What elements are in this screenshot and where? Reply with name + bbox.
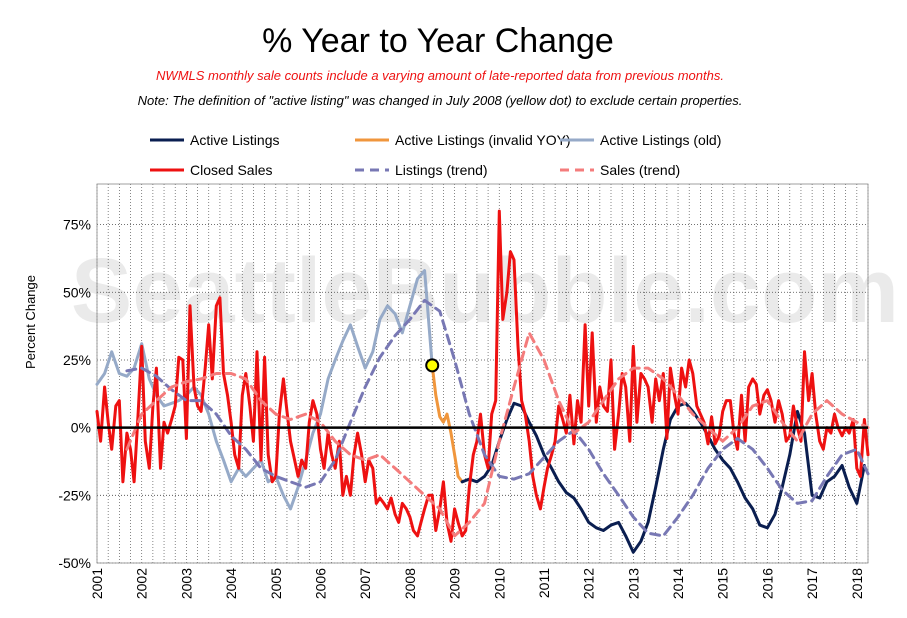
legend-label: Active Listings (invalid YOY) <box>395 132 571 148</box>
x-tick-label: 2006 <box>312 568 328 599</box>
x-tick-label: 2015 <box>715 568 731 599</box>
marker-point-july-2008 <box>425 358 440 373</box>
x-tick-label: 2011 <box>536 568 552 598</box>
x-tick-label: 2007 <box>357 568 373 599</box>
x-tick-label: 2003 <box>178 568 194 599</box>
x-tick-label: 2016 <box>759 568 775 599</box>
legend-label: Active Listings (old) <box>600 132 721 148</box>
x-tick-label: 2001 <box>89 568 105 599</box>
plot-area: 75% 50% 25% 0% -25% -50%2001 2002 2003 2004 2005 2… <box>58 183 870 599</box>
x-tick-label: 2004 <box>223 568 239 599</box>
x-tick-label: 2010 <box>491 568 507 599</box>
legend-label: Active Listings <box>190 132 279 148</box>
x-tick-label: 2013 <box>625 568 641 599</box>
y-tick-label: -50% <box>58 555 91 571</box>
series-line-active-listings <box>460 401 866 554</box>
plot-frame <box>96 183 869 564</box>
x-tick-label: 2002 <box>134 568 150 599</box>
y-tick-label: 75% <box>63 217 91 233</box>
chart-subtitle-red: NWMLS monthly sale counts include a vary… <box>156 68 724 83</box>
legend-label: Listings (trend) <box>395 162 488 178</box>
series-line-closed-sales <box>95 209 870 543</box>
chart-title: % Year to Year Change <box>262 22 614 60</box>
x-tick-label: 2009 <box>447 568 463 599</box>
y-axis-label: Percent Change <box>23 275 38 369</box>
legend: Active Listings Active Listings (invalid … <box>150 132 721 178</box>
series-line-listings-trend <box>125 298 870 538</box>
legend-label: Closed Sales <box>190 162 273 178</box>
y-tick-label: 50% <box>63 284 91 300</box>
y-tick-label: 25% <box>63 352 91 368</box>
x-tick-label: 2005 <box>268 568 284 599</box>
y-tick-label: -25% <box>58 487 91 503</box>
watermark: SeattleBubble.com <box>71 240 899 342</box>
x-tick-label: 2012 <box>581 568 597 599</box>
series-line-sales-trend <box>125 331 870 538</box>
y-tick-label: 0% <box>71 420 91 436</box>
x-tick-label: 2014 <box>670 568 686 599</box>
x-tick-label: 2018 <box>849 568 865 599</box>
x-tick-label: 2008 <box>402 568 418 599</box>
chart-subtitle-note: Note: The definition of "active listing"… <box>138 93 743 108</box>
x-tick-label: 2017 <box>804 568 820 599</box>
legend-label: Sales (trend) <box>600 162 680 178</box>
series-line-active-listings-invalid-yoy <box>430 363 464 484</box>
